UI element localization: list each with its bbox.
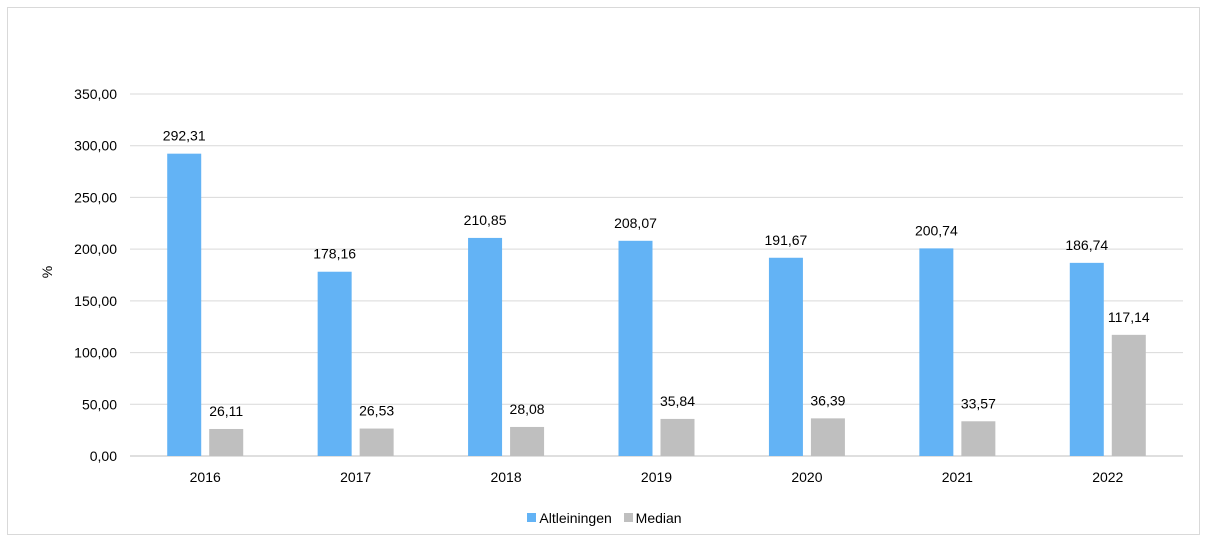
legend-swatch-median — [623, 513, 633, 522]
legend-item-altleiningen: Altleiningen — [527, 509, 612, 526]
bar-altleiningen-2020 — [768, 257, 803, 456]
data-label-altleiningen-2021: 200,74 — [915, 222, 958, 238]
bar-median-2016 — [209, 428, 244, 456]
bar-median-2022 — [1111, 334, 1146, 456]
data-label-median-2022: 117,14 — [1108, 309, 1150, 325]
bar-median-2020 — [810, 418, 845, 456]
bar-median-2019 — [660, 418, 695, 456]
data-label-median-2017: 26,53 — [359, 403, 394, 419]
bar-altleiningen-2019 — [618, 240, 653, 456]
x-tick-2019: 2019 — [641, 469, 672, 485]
data-label-altleiningen-2019: 208,07 — [614, 215, 657, 231]
x-tick-2020: 2020 — [791, 469, 822, 485]
x-tick-2016: 2016 — [190, 469, 221, 485]
y-tick-300,00: 300,00 — [74, 138, 117, 154]
data-label-median-2019: 35,84 — [660, 393, 695, 409]
data-label-median-2021: 33,57 — [961, 395, 996, 411]
bar-median-2021 — [961, 421, 996, 456]
x-tick-2021: 2021 — [942, 469, 973, 485]
legend-label-median: Median — [635, 509, 682, 526]
gridlines — [130, 93, 1183, 457]
bars: 292,31 26,11 178,16 26,53 210,85 28,08 208,07 3… — [163, 128, 1150, 456]
legend-swatch-altleiningen — [527, 513, 537, 522]
bar-altleiningen-2022 — [1069, 262, 1104, 456]
x-tick-2022: 2022 — [1092, 469, 1123, 485]
data-label-median-2016: 26,11 — [209, 403, 243, 419]
bar-altleiningen-2018 — [468, 237, 503, 456]
y-tick-0,00: 0,00 — [90, 448, 117, 464]
data-label-median-2020: 36,39 — [810, 392, 845, 408]
data-label-altleiningen-2022: 186,74 — [1065, 237, 1108, 253]
bar-altleiningen-2016 — [167, 153, 202, 456]
y-tick-350,00: 350,00 — [74, 86, 117, 102]
y-tick-100,00: 100,00 — [74, 345, 117, 361]
x-tick-2018: 2018 — [490, 469, 521, 485]
data-label-altleiningen-2017: 178,16 — [313, 246, 356, 262]
y-axis-label: % — [39, 266, 55, 278]
data-label-median-2018: 28,08 — [510, 401, 545, 417]
y-tick-250,00: 250,00 — [74, 189, 117, 205]
x-tick-labels: 2016 2017 2018 2019 2020 2021 2022 — [190, 469, 1124, 485]
legend-label-altleiningen: Altleiningen — [539, 509, 612, 526]
data-label-altleiningen-2020: 191,67 — [765, 232, 808, 248]
bar-altleiningen-2017 — [317, 271, 352, 456]
y-tick-50,00: 50,00 — [82, 396, 117, 412]
x-tick-2017: 2017 — [340, 469, 371, 485]
data-label-altleiningen-2018: 210,85 — [464, 212, 507, 228]
legend-item-median: Median — [623, 509, 682, 526]
bar-altleiningen-2021 — [919, 248, 954, 456]
chart-frame — [7, 7, 1200, 535]
y-tick-200,00: 200,00 — [74, 241, 117, 257]
data-label-altleiningen-2016: 292,31 — [163, 128, 206, 144]
bar-median-2017 — [359, 428, 394, 456]
legend: Altleiningen Median — [0, 509, 1209, 526]
y-tick-labels: 0,00 50,00 100,00 150,00 200,00 250,00 300,00 3… — [74, 86, 117, 464]
y-tick-150,00: 150,00 — [74, 293, 117, 309]
bar-median-2018 — [510, 426, 545, 456]
